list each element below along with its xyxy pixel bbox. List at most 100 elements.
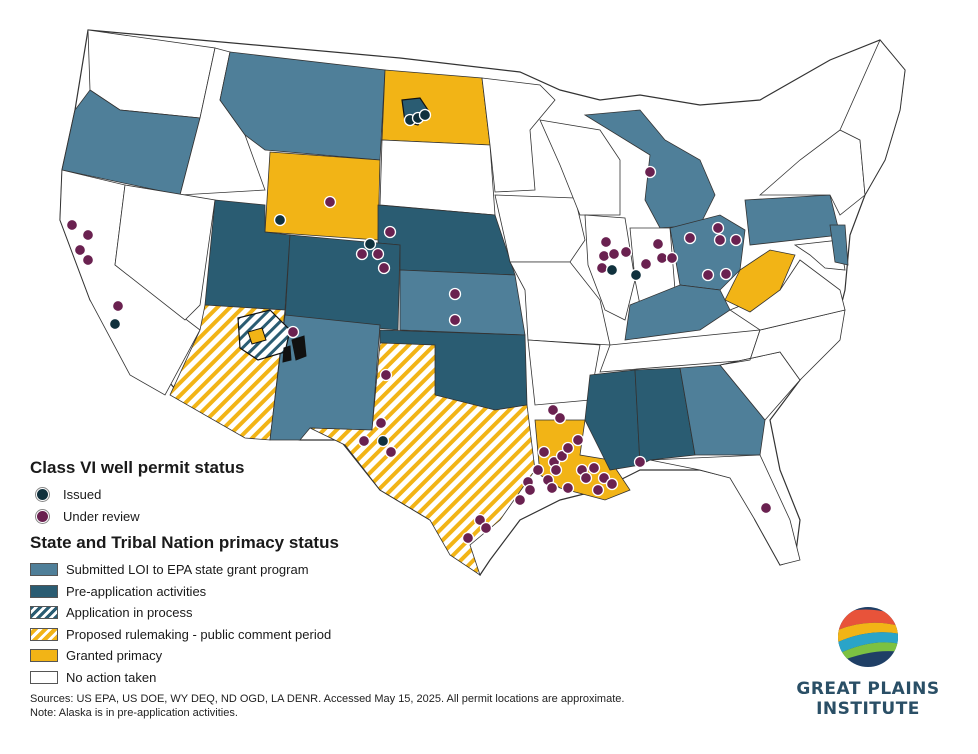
application-in-process-swatch — [30, 606, 58, 620]
under-review-permit-marker — [643, 165, 657, 179]
under-review-permit-marker — [111, 299, 125, 313]
under-review-permit-marker — [537, 445, 551, 459]
under-review-permit-marker — [651, 237, 665, 251]
under-review-permit-marker — [531, 463, 545, 477]
state-kansas — [399, 269, 526, 336]
under-review-permit-marker — [619, 245, 633, 259]
state-new-england — [839, 39, 906, 197]
under-review-permit-marker — [448, 313, 462, 327]
no-action-swatch — [30, 670, 58, 684]
state-north-dakota — [381, 69, 491, 146]
under-review-permit-marker — [587, 461, 601, 475]
legend-issued: Issued — [30, 484, 430, 506]
submitted-loi-swatch — [30, 563, 58, 577]
state-alabama — [634, 367, 696, 466]
legend-proposed-rulemaking: Proposed rulemaking - public comment per… — [30, 624, 430, 646]
legend-pre-application: Pre-application activities — [30, 581, 430, 603]
under-review-permit-marker — [355, 247, 369, 261]
under-review-permit-marker — [579, 471, 593, 485]
state-new-jersey — [829, 224, 849, 266]
under-review-permit-marker — [479, 521, 493, 535]
granted-primacy-swatch — [30, 649, 58, 663]
permit-markers-layer — [65, 108, 773, 545]
under-review-permit-marker — [379, 368, 393, 382]
under-review-permit-marker — [81, 253, 95, 267]
under-review-permit-marker — [374, 416, 388, 430]
pre-application-swatch — [30, 584, 58, 598]
under-review-permit-marker — [461, 531, 475, 545]
under-review-permit-marker — [383, 225, 397, 239]
under-review-permit-marker — [759, 501, 773, 515]
under-review-permit-marker — [286, 325, 300, 339]
under-review-permit-marker — [665, 251, 679, 265]
under-review-permit-marker — [571, 433, 585, 447]
state-south-dakota — [379, 139, 496, 216]
state-wyoming — [264, 151, 381, 241]
under-review-permit-marker — [597, 471, 611, 485]
under-review-permit-marker — [655, 251, 669, 265]
state-minnesota — [481, 77, 556, 193]
issued-permit-marker — [108, 317, 122, 331]
under-review-permit-marker — [591, 483, 605, 497]
permit-legend-title: Class VI well permit status — [30, 458, 245, 477]
under-review-permit-marker — [65, 218, 79, 232]
sources-line: Sources: US EPA, US DOE, WY DEQ, ND OGD,… — [30, 693, 625, 705]
under-review-permit-marker — [73, 243, 87, 257]
under-review-permit-marker — [555, 449, 569, 463]
under-review-permit-marker — [683, 231, 697, 245]
state-west-virginia — [724, 249, 796, 313]
under-review-permit-marker — [711, 221, 725, 235]
under-review-permit-marker — [377, 261, 391, 275]
under-review-permit-marker — [545, 481, 559, 495]
alaska-note-line: Note: Alaska is in pre-application activ… — [30, 707, 238, 719]
legend-granted-primacy: Granted primacy — [30, 645, 430, 667]
primacy-legend-title: State and Tribal Nation primacy status — [30, 533, 339, 552]
under-review-permit-marker — [729, 233, 743, 247]
under-review-permit-marker — [553, 411, 567, 425]
under-review-permit-marker — [448, 287, 462, 301]
state-north-carolina — [719, 309, 846, 381]
issued-permit-marker — [418, 108, 432, 122]
tribal-nation-small-areas — [282, 335, 307, 363]
under-review-permit-marker — [607, 247, 621, 261]
legend-granted-primacy-label: Granted primacy — [66, 648, 163, 664]
legend: Class VI well permit status Issued Under… — [30, 458, 430, 688]
under-review-permit-marker — [523, 483, 537, 497]
under-review-permit-marker — [513, 493, 527, 507]
logo-text-line2: INSTITUTE — [816, 699, 920, 719]
under-review-permit-marker — [323, 195, 337, 209]
logo-globe-icon — [838, 607, 898, 667]
under-review-permit-marker — [639, 257, 653, 271]
legend-application-in-process: Application in process — [30, 602, 430, 624]
under-review-permit-marker — [597, 249, 611, 263]
state-georgia — [679, 364, 766, 456]
under-review-permit-marker — [473, 513, 487, 527]
under-review-permit-marker — [633, 455, 647, 469]
issued-dot-icon — [36, 488, 49, 502]
state-iowa — [494, 194, 586, 263]
under-review-permit-marker — [713, 233, 727, 247]
legend-application-in-process-label: Application in process — [66, 605, 193, 621]
legend-no-action-label: No action taken — [66, 669, 157, 685]
issued-permit-marker — [629, 268, 643, 282]
legend-no-action: No action taken — [30, 667, 430, 689]
under-review-permit-marker — [357, 434, 371, 448]
under-review-permit-marker — [561, 441, 575, 455]
tribal-nation-hopi — [247, 327, 267, 345]
legend-under-review-label: Under review — [63, 508, 140, 524]
state-mississippi — [584, 369, 641, 471]
issued-permit-marker — [376, 434, 390, 448]
under-review-permit-marker — [595, 261, 609, 275]
sources-note: Sources: US EPA, US DOE, WY DEQ, ND OGD,… — [30, 692, 624, 720]
issued-permit-marker — [363, 237, 377, 251]
legend-pre-application-label: Pre-application activities — [66, 583, 207, 599]
logo-text-line1: GREAT PLAINS — [796, 679, 940, 699]
under-review-dot-icon — [36, 509, 49, 523]
great-plains-institute-logo: GREAT PLAINS INSTITUTE — [788, 604, 948, 719]
under-review-permit-marker — [561, 481, 575, 495]
legend-submitted-loi: Submitted LOI to EPA state grant program — [30, 559, 430, 581]
issued-permit-marker — [605, 263, 619, 277]
state-colorado — [284, 234, 401, 331]
under-review-permit-marker — [599, 235, 613, 249]
